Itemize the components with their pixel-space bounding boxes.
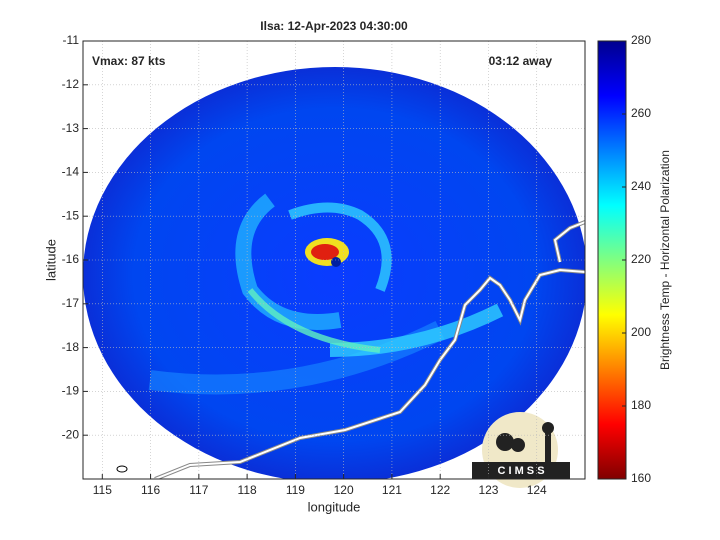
annotation: 03:12 away (489, 54, 553, 68)
logo: C I M S S (472, 412, 570, 488)
colorbar-tick-label: 220 (631, 252, 651, 266)
y-tick-label: -20 (62, 427, 80, 441)
y-tick-label: -17 (62, 296, 80, 310)
colorbar-tick-label: 280 (631, 33, 651, 47)
colorbar (597, 40, 627, 480)
x-tick-label: 117 (189, 483, 208, 497)
y-tick-label: -15 (62, 208, 80, 222)
y-tick-label: -19 (62, 384, 80, 398)
x-tick-label: 115 (93, 483, 112, 497)
x-tick-label: 121 (382, 483, 402, 497)
colorbar-tick-label: 180 (631, 398, 651, 412)
colorbar-tick-label: 240 (631, 179, 651, 193)
x-tick-label: 123 (478, 483, 498, 497)
y-axis-label: latitude (43, 239, 58, 281)
x-tick-label: 116 (141, 483, 160, 497)
satellite-image (83, 67, 585, 479)
x-tick-label: 120 (334, 483, 354, 497)
x-tick-label: 124 (527, 483, 547, 497)
annotation: Vmax: 87 kts (92, 54, 166, 68)
x-axis-label: longitude (308, 499, 361, 514)
colorbar-tick-label: 200 (631, 325, 651, 339)
chart-title: Ilsa: 12-Apr-2023 04:30:00 (260, 19, 408, 33)
colorbar-label: Brightness Temp - Horizontal Polarizatio… (658, 150, 672, 370)
y-tick-label: -11 (63, 33, 80, 47)
x-tick-label: 122 (430, 483, 450, 497)
x-tick-label: 119 (286, 483, 305, 497)
y-tick-label: -13 (62, 121, 80, 135)
y-tick-label: -12 (62, 77, 80, 91)
logo-text: C I M S S (497, 465, 544, 477)
y-tick-label: -18 (62, 340, 80, 354)
y-tick-label: -16 (62, 252, 80, 266)
colorbar-tick-label: 260 (631, 106, 651, 120)
x-tick-label: 118 (238, 483, 257, 497)
y-tick-label: -14 (62, 165, 80, 179)
colorbar-tick-label: 160 (631, 471, 651, 485)
